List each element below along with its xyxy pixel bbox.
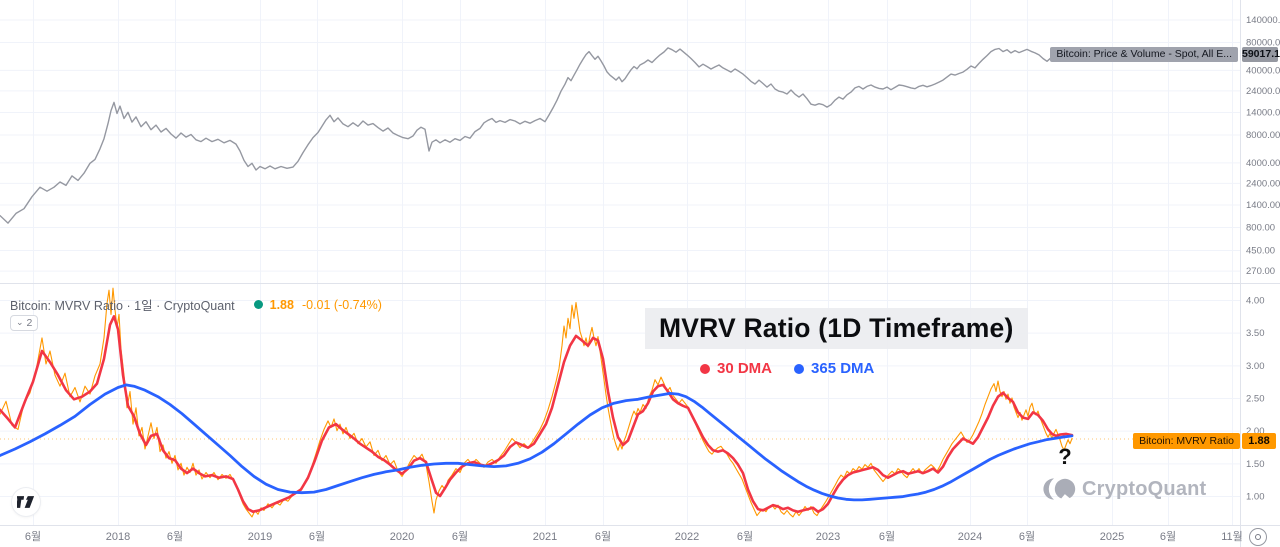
svg-text:140000.00: 140000.00 (1246, 15, 1280, 26)
svg-text:6월: 6월 (1019, 530, 1035, 543)
svg-text:270.00: 270.00 (1246, 266, 1275, 277)
svg-text:4.00: 4.00 (1246, 296, 1265, 307)
svg-text:800.00: 800.00 (1246, 222, 1275, 233)
timezone-settings-button[interactable] (1249, 528, 1267, 546)
cryptoquant-watermark: CryptoQuant (1042, 476, 1206, 502)
price-series-label: Bitcoin: Price & Volume - Spot, All E... (1050, 47, 1238, 62)
mvrv-axis-name-chip: Bitcoin: MVRV Ratio (1133, 433, 1240, 449)
tradingview-logo[interactable] (12, 488, 40, 516)
svg-text:1.00: 1.00 (1246, 492, 1265, 503)
dma-legend: 30 DMA 365 DMA (700, 360, 874, 377)
svg-text:2022: 2022 (675, 531, 699, 543)
svg-text:6월: 6월 (25, 530, 41, 543)
svg-text:6월: 6월 (879, 530, 895, 543)
svg-text:3.00: 3.00 (1246, 361, 1265, 372)
svg-text:2025: 2025 (1100, 531, 1124, 543)
svg-text:6월: 6월 (737, 530, 753, 543)
mvrv-legend-values: 1.88 -0.01 (-0.74%) (270, 298, 382, 312)
mvrv-legend-row[interactable]: Bitcoin: MVRV Ratio · 1일 · CryptoQuant 1… (10, 295, 382, 314)
svg-text:2020: 2020 (390, 531, 414, 543)
price-series-name-chip: Bitcoin: Price & Volume - Spot, All E... (1050, 47, 1238, 62)
mvrv-interval: 1일 (134, 299, 153, 313)
svg-text:2.00: 2.00 (1246, 426, 1265, 437)
svg-text:11월: 11월 (1221, 530, 1243, 543)
svg-text:2018: 2018 (106, 531, 130, 543)
tradingview-logo-icon (17, 496, 35, 508)
mvrv-change: -0.01 (-0.74%) (301, 297, 382, 312)
dma30-label: 30 DMA (717, 360, 773, 377)
legend-collapse-badge[interactable]: ⌄ 2 (10, 315, 39, 331)
svg-text:2024: 2024 (958, 531, 982, 543)
svg-text:8000.00: 8000.00 (1246, 130, 1280, 141)
circle-dot-icon (1255, 534, 1261, 540)
mvrv-axis-label: Bitcoin: MVRV Ratio (1133, 433, 1240, 449)
svg-text:2.50: 2.50 (1246, 394, 1265, 405)
svg-text:6월: 6월 (595, 530, 611, 543)
mvrv-last-value: 1.88 (269, 297, 294, 312)
svg-text:1.50: 1.50 (1246, 459, 1265, 470)
dma365-dot-icon (794, 363, 805, 374)
svg-text:6월: 6월 (1160, 530, 1176, 543)
svg-text:450.00: 450.00 (1246, 246, 1275, 257)
watermark-text: CryptoQuant (1082, 477, 1207, 500)
question-mark-annotation: ? (1058, 444, 1072, 469)
legend-series-count: 2 (26, 317, 33, 329)
dma365-legend-item: 365 DMA (794, 360, 874, 377)
svg-text:1400.00: 1400.00 (1246, 200, 1280, 211)
svg-text:24000.00: 24000.00 (1246, 86, 1280, 97)
dma365-label: 365 DMA (811, 360, 875, 377)
svg-text:6월: 6월 (452, 530, 468, 543)
svg-text:2021: 2021 (533, 531, 557, 543)
chevron-down-icon: ⌄ (16, 317, 24, 327)
mvrv-axis-value-chip: 1.88 (1242, 433, 1276, 449)
cryptoquant-logo-icon (1043, 478, 1076, 502)
svg-text:40000.00: 40000.00 (1246, 65, 1280, 76)
dma30-legend-item: 30 DMA (700, 360, 772, 377)
dma30-dot-icon (700, 363, 710, 374)
price-axis-value-chip: 59017.18 (1242, 47, 1280, 62)
mvrv-legend-title: Bitcoin: MVRV Ratio · 1일 · CryptoQuant (10, 299, 235, 313)
svg-text:3.50: 3.50 (1246, 328, 1265, 339)
status-dot-icon (253, 300, 263, 309)
mvrv-source: CryptoQuant (163, 299, 235, 313)
svg-text:2400.00: 2400.00 (1246, 178, 1280, 189)
svg-text:6월: 6월 (309, 530, 325, 543)
svg-text:2019: 2019 (248, 531, 272, 543)
svg-text:4000.00: 4000.00 (1246, 158, 1280, 169)
svg-text:2023: 2023 (816, 531, 840, 543)
svg-text:14000.00: 14000.00 (1246, 108, 1280, 119)
svg-text:6월: 6월 (167, 530, 183, 543)
chart-title-annotation: MVRV Ratio (1D Timeframe) (645, 308, 1028, 349)
svg-text:80000.00: 80000.00 (1246, 38, 1280, 49)
